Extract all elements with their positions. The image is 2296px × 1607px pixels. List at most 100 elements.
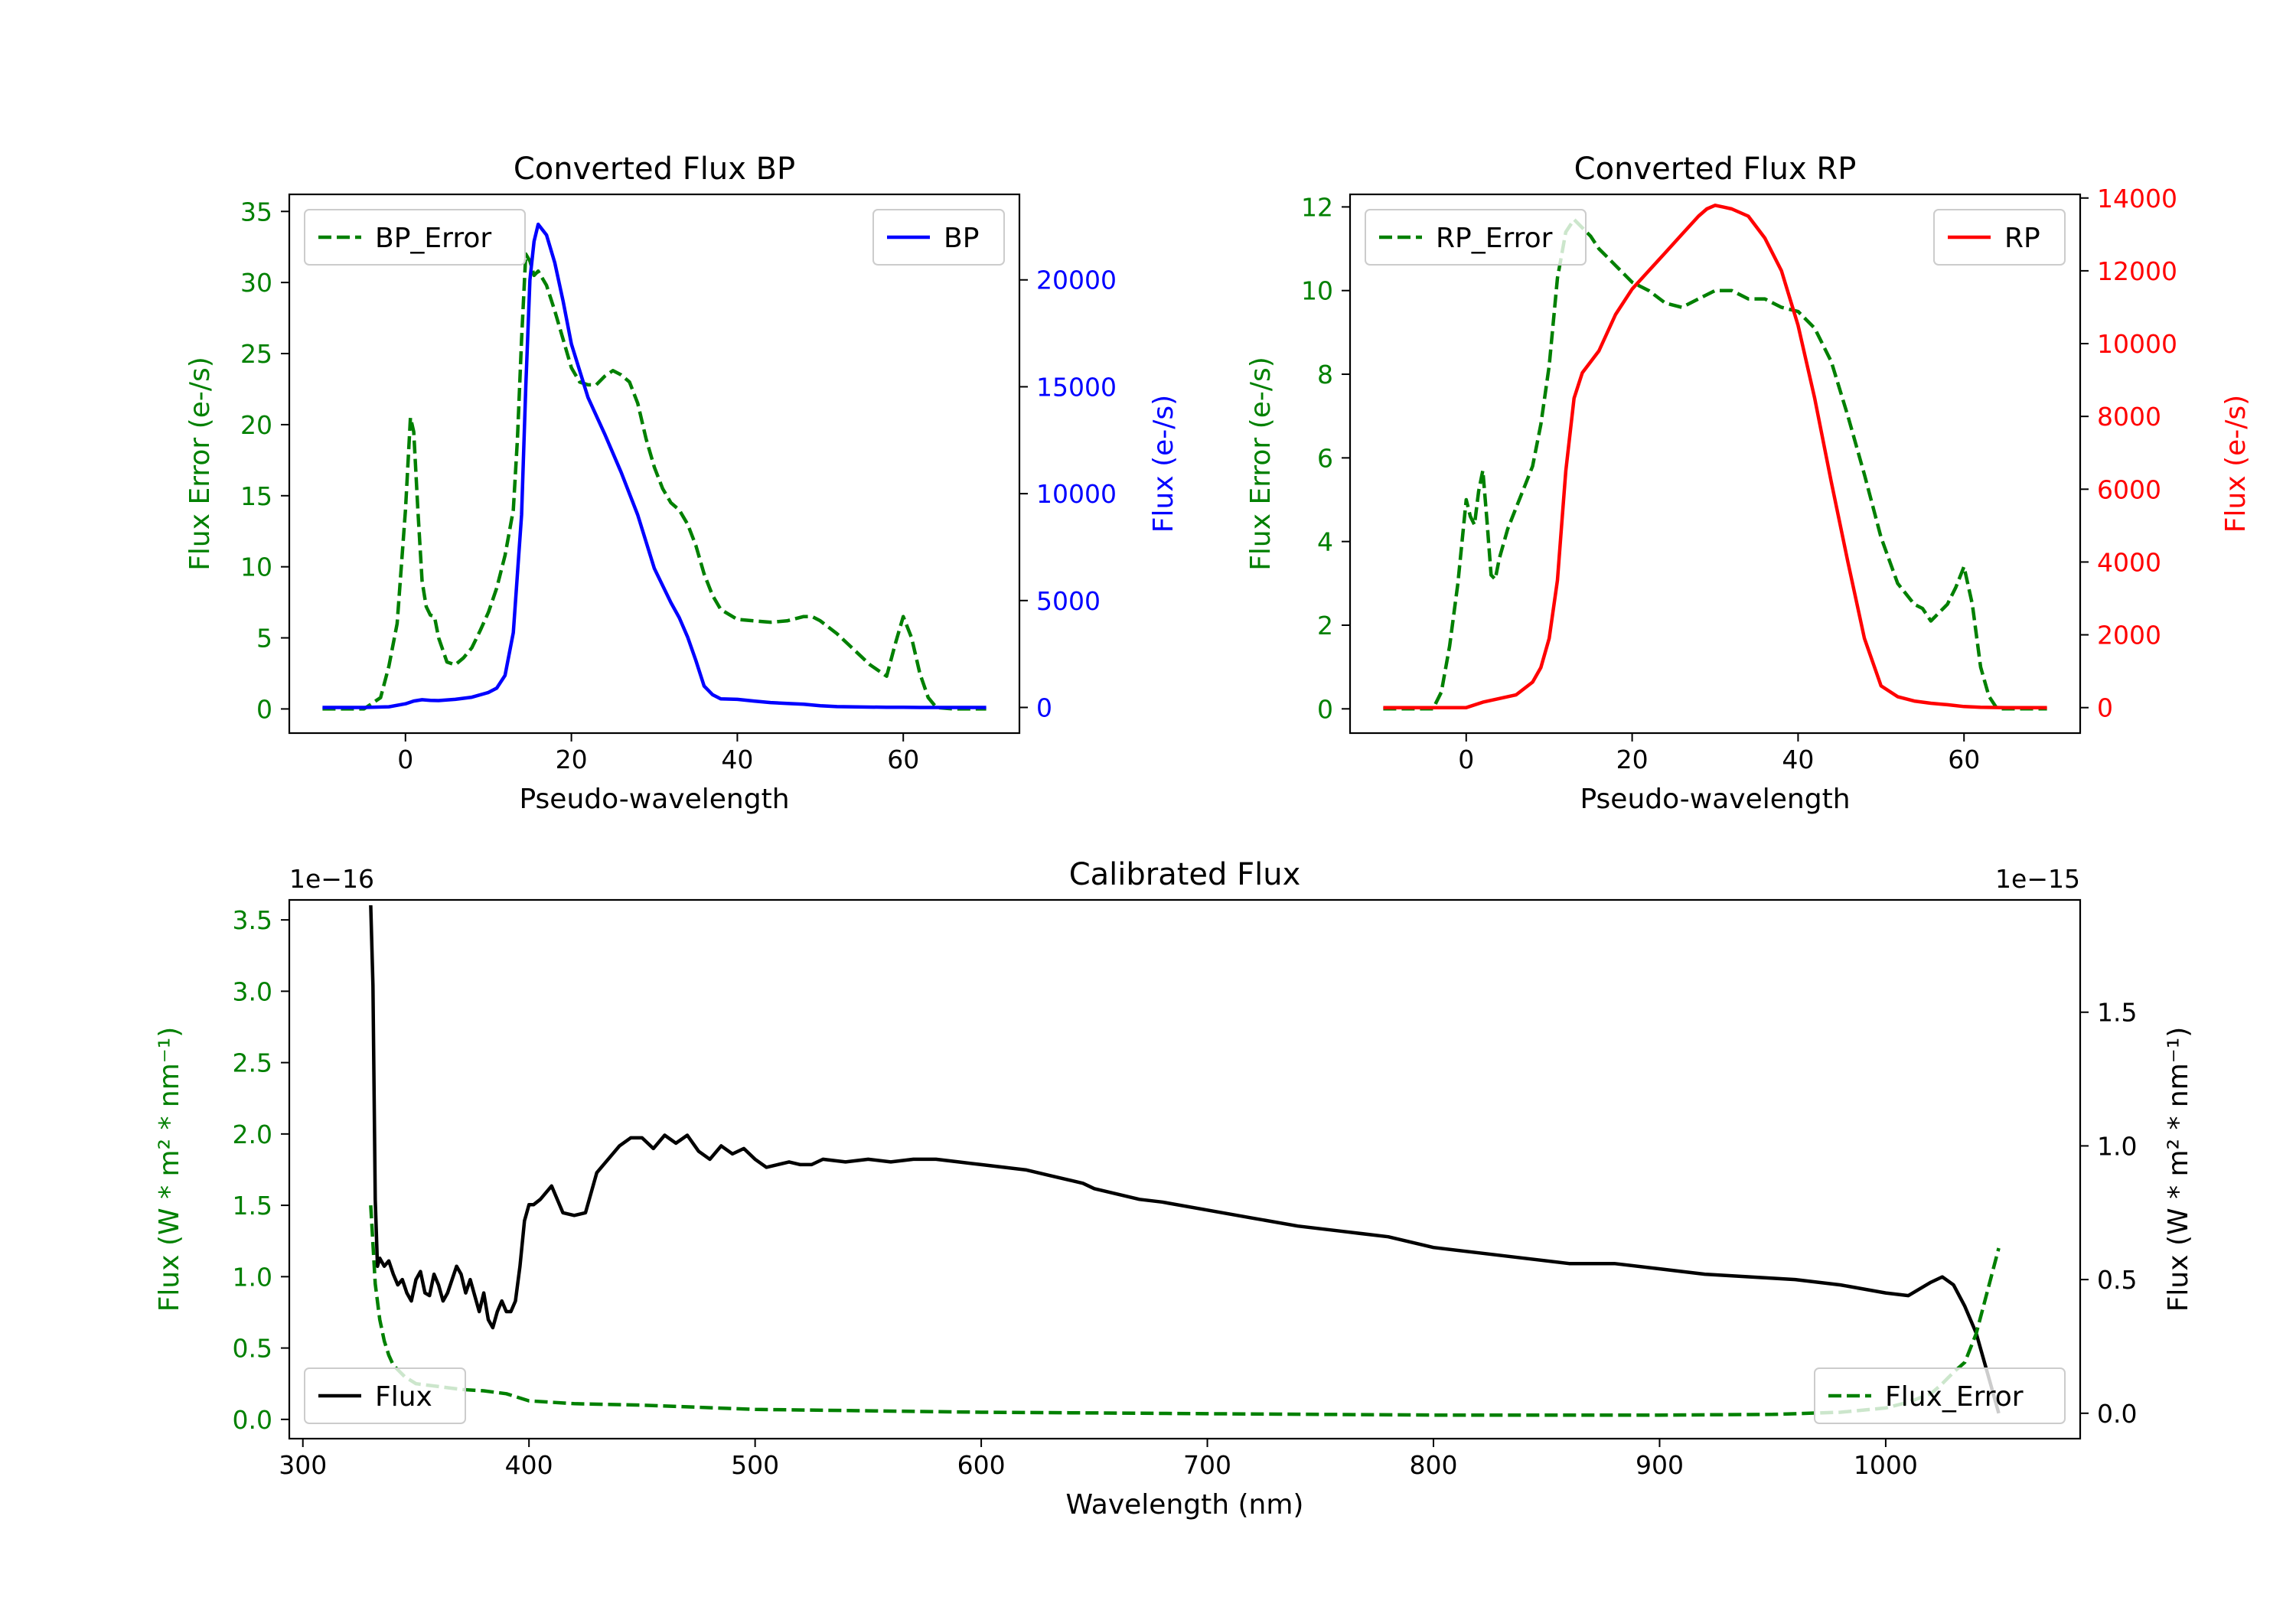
y-right-tick-label: 2000 — [2097, 621, 2161, 650]
axes-frame — [1349, 193, 2082, 735]
legend-label: RP_Error — [1436, 223, 1553, 254]
y-right-tick-label: 10000 — [1036, 479, 1117, 509]
chart-title: Converted Flux RP — [1574, 152, 1857, 187]
y-right-tick-label: 14000 — [2097, 184, 2177, 214]
y-left-tick-label: 5 — [256, 624, 272, 654]
series-line-rp — [1383, 204, 2047, 709]
x-tick-label: 700 — [1183, 1450, 1231, 1480]
y-left-tick-label: 8 — [1317, 360, 1333, 390]
y-left-tick-label: 35 — [240, 197, 272, 227]
y-right-tick-label: 10000 — [2097, 329, 2177, 359]
axes-frame — [288, 193, 1021, 735]
legend-label: RP — [2004, 223, 2040, 254]
y-left-tick-label: 0 — [1317, 694, 1333, 724]
y-right-tick-label: 8000 — [2097, 402, 2161, 432]
x-tick-label: 0 — [1458, 745, 1474, 774]
y-left-tick-label: 20 — [240, 410, 272, 440]
legend-flux-error: Flux_Error — [1814, 1367, 2066, 1424]
y-right-tick-label: 6000 — [2097, 474, 2161, 504]
legend-rp: RP — [1933, 209, 2066, 266]
chart-rp: 0 20 40 60 0 2 4 6 8 10 12 0 2000 4000 6000 8000 10000 12… — [1245, 152, 2252, 815]
y-left-tick-label: 25 — [240, 339, 272, 369]
y-left-axis-label: Flux (W * m² * nm⁻¹) — [154, 1027, 185, 1312]
y-left-tick-label: 2 — [1317, 611, 1333, 641]
y-right-tick-label: 0.0 — [2097, 1399, 2137, 1429]
series-line-bp-error — [322, 252, 987, 711]
y-left-tick-label: 1.5 — [233, 1191, 272, 1221]
y-right-tick-label: 20000 — [1036, 266, 1117, 295]
legend-box — [872, 209, 1005, 266]
legend-label: Flux — [375, 1381, 432, 1413]
y-right-tick-label: 15000 — [1036, 372, 1117, 402]
x-tick-label: 60 — [887, 745, 919, 774]
x-tick-label: 800 — [1410, 1450, 1458, 1480]
x-axis-label: Pseudo-wavelength — [519, 784, 789, 815]
y-left-tick-label: 15 — [240, 481, 272, 511]
legend-bp: BP — [872, 209, 1005, 266]
legend-rp-error: RP_Error — [1365, 209, 1587, 266]
chart-cal: 300 400 500 600 700 800 900 1000 0.0 0.5 1.0 1.5 2.0… — [154, 857, 2194, 1521]
y-left-tick-label: 4 — [1317, 527, 1333, 557]
x-tick-label: 900 — [1636, 1450, 1684, 1480]
y-left-tick-label: 0.0 — [233, 1405, 272, 1435]
x-tick-label: 400 — [505, 1450, 553, 1480]
y-right-tick-label: 1.5 — [2097, 998, 2137, 1028]
x-tick-label: 500 — [731, 1450, 779, 1480]
y-right-axis-label: Flux (e-/s) — [2220, 395, 2252, 533]
legend-box — [1365, 209, 1587, 266]
x-tick-label: 40 — [721, 745, 753, 774]
y-right-tick-label: 0.5 — [2097, 1265, 2137, 1295]
legend-flux: Flux — [304, 1367, 466, 1424]
chart-title: Converted Flux BP — [514, 152, 795, 187]
y-left-tick-label: 2.0 — [233, 1120, 272, 1149]
legend-box — [1814, 1367, 2066, 1424]
y-left-tick-label: 12 — [1301, 192, 1333, 222]
y-right-tick-label: 1.0 — [2097, 1131, 2137, 1161]
series-line-bp — [322, 222, 987, 709]
legend-bp-error: BP_Error — [304, 209, 526, 266]
legend-box — [1933, 209, 2066, 266]
y-left-tick-label: 3.0 — [233, 976, 272, 1006]
legend-label: Flux_Error — [1885, 1381, 2024, 1413]
y-right-tick-label: 0 — [2097, 693, 2113, 723]
x-tick-label: 20 — [1616, 745, 1649, 774]
series-line-flux-error — [369, 1204, 2001, 1417]
y-right-tick-label: 0 — [1036, 693, 1052, 722]
y-left-tick-label: 30 — [240, 268, 272, 298]
series-line-flux — [369, 905, 2001, 1414]
y-left-offset-text: 1e−16 — [289, 864, 374, 894]
y-right-axis-label: Flux (W * m² * nm⁻¹) — [2163, 1027, 2194, 1312]
x-axis-label: Pseudo-wavelength — [1580, 784, 1850, 815]
x-tick-label: 20 — [556, 745, 588, 774]
legend-box — [304, 209, 526, 266]
x-tick-label: 60 — [1948, 745, 1980, 774]
chart-title: Calibrated Flux — [1069, 857, 1301, 892]
y-left-tick-label: 2.5 — [233, 1048, 272, 1078]
y-left-tick-label: 0.5 — [233, 1334, 272, 1364]
x-axis-label: Wavelength (nm) — [1066, 1489, 1304, 1521]
y-left-tick-label: 6 — [1317, 443, 1333, 473]
x-tick-label: 0 — [397, 745, 413, 774]
y-left-tick-label: 10 — [240, 553, 272, 582]
y-right-axis-label: Flux (e-/s) — [1148, 395, 1179, 533]
legend-box — [304, 1367, 466, 1424]
y-right-tick-label: 4000 — [2097, 547, 2161, 577]
x-tick-label: 1000 — [1854, 1450, 1918, 1480]
y-left-tick-label: 10 — [1301, 276, 1333, 306]
x-tick-label: 600 — [957, 1450, 1006, 1480]
axes-frame — [288, 898, 2082, 1440]
y-left-tick-label: 3.5 — [233, 905, 272, 935]
x-tick-label: 300 — [279, 1450, 327, 1480]
x-tick-label: 40 — [1782, 745, 1814, 774]
y-left-tick-label: 0 — [256, 694, 272, 724]
y-right-offset-text: 1e−15 — [1995, 864, 2080, 894]
legend-label: BP_Error — [375, 223, 491, 254]
y-right-tick-label: 12000 — [2097, 256, 2177, 286]
chart-bp: 0 20 40 60 0 5 10 15 20 25 30 35 0 5000 10000 15000 2000… — [184, 152, 1179, 815]
series-line-rp-error — [1383, 217, 2047, 711]
legend-label: BP — [944, 223, 979, 254]
y-left-axis-label: Flux Error (e-/s) — [1245, 357, 1277, 571]
y-left-axis-label: Flux Error (e-/s) — [184, 357, 216, 571]
y-left-tick-label: 1.0 — [233, 1262, 272, 1292]
